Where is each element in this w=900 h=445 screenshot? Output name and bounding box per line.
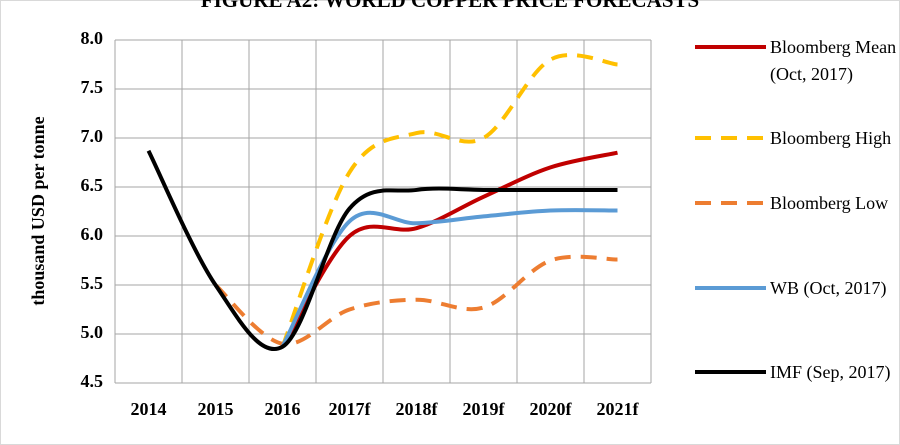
legend-label: Bloomberg Mean (Oct, 2017) — [770, 37, 897, 84]
x-tick-label: 2016 — [265, 399, 301, 419]
series-line — [280, 53, 618, 348]
x-tick-label: 2017f — [329, 399, 372, 419]
x-tick-label: 2019f — [463, 399, 506, 419]
x-tick-label: 2020f — [530, 399, 573, 419]
x-tick-label: 2021f — [597, 399, 640, 419]
legend-label: IMF (Sep, 2017) — [770, 362, 891, 382]
x-tick-label: 2014 — [131, 399, 167, 419]
y-tick-label: 8.0 — [81, 28, 104, 48]
y-tick-label: 7.0 — [81, 126, 104, 146]
legend-label: Bloomberg High — [770, 128, 892, 148]
y-tick-label: 6.5 — [81, 175, 104, 195]
y-axis-label: thousand USD per tonne — [28, 116, 48, 305]
legend-label: Bloomberg Low — [770, 193, 889, 213]
x-tick-label: 2018f — [396, 399, 439, 419]
series-line — [146, 149, 618, 351]
y-tick-label: 5.5 — [81, 273, 104, 293]
x-tick-label: 2015 — [198, 399, 234, 419]
series-line — [214, 254, 618, 347]
chart-title: FIGURE A2: WORLD COPPER PRICE FORECASTS — [201, 0, 699, 12]
y-tick-label: 4.5 — [81, 371, 104, 391]
y-tick-label: 7.5 — [81, 77, 104, 97]
y-tick-label: 5.0 — [81, 322, 104, 342]
y-tick-label: 6.0 — [81, 224, 104, 244]
legend-label: WB (Oct, 2017) — [770, 278, 887, 298]
